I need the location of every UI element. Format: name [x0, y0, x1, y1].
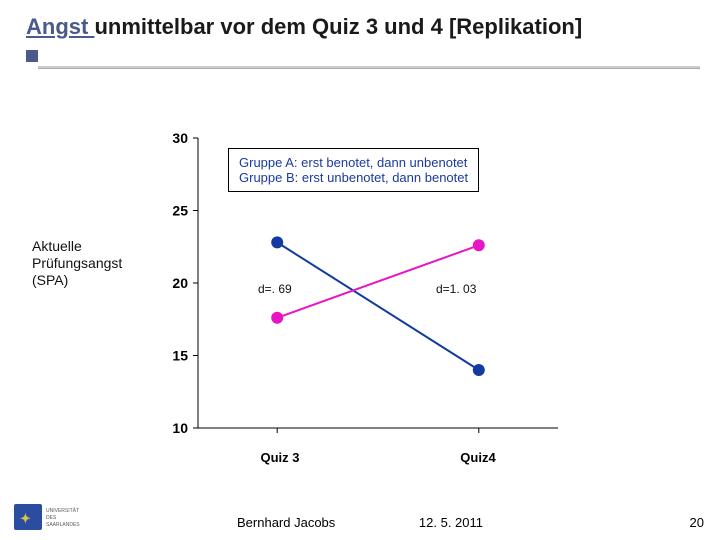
- legend-box: Gruppe A: erst benotet, dann unbenotet G…: [228, 148, 479, 192]
- y-axis-line1: Aktuelle: [32, 238, 122, 255]
- legend-line-a: Gruppe A: erst benotet, dann unbenotet: [239, 155, 468, 170]
- series-marker: [473, 364, 485, 376]
- d-label-left: d=. 69: [258, 282, 292, 296]
- d-label-right: d=1. 03: [436, 282, 476, 296]
- title-accent-square: [26, 50, 38, 62]
- logo-text-1: UNIVERSITÄT: [46, 507, 79, 514]
- series-marker: [473, 239, 485, 251]
- footer-author: Bernhard Jacobs: [237, 515, 335, 530]
- y-tick-label: 15: [172, 348, 188, 364]
- legend-line-b: Gruppe B: erst unbenotet, dann benotet: [239, 170, 468, 185]
- y-axis-line2: Prüfungsangst: [32, 255, 122, 272]
- x-category-left: Quiz 3: [240, 450, 320, 465]
- slide: Angst unmittelbar vor dem Quiz 3 und 4 […: [0, 0, 720, 540]
- y-tick-label: 30: [172, 130, 188, 146]
- y-tick-label: 10: [172, 420, 188, 436]
- series-marker: [271, 236, 283, 248]
- y-tick-label: 25: [172, 203, 188, 219]
- title-underlined: Angst: [26, 14, 94, 39]
- y-axis-line3: (SPA): [32, 272, 122, 289]
- series-marker: [271, 312, 283, 324]
- x-category-right: Quiz4: [438, 450, 518, 465]
- slide-number: 20: [690, 515, 704, 530]
- footer-date: 12. 5. 2011: [419, 515, 483, 530]
- title-rule: [38, 66, 700, 69]
- y-tick-label: 20: [172, 275, 188, 291]
- title-bar: Angst unmittelbar vor dem Quiz 3 und 4 […: [26, 14, 700, 40]
- y-axis-description: Aktuelle Prüfungsangst (SPA): [32, 238, 122, 288]
- title-rest: unmittelbar vor dem Quiz 3 und 4 [Replik…: [94, 14, 582, 39]
- slide-title: Angst unmittelbar vor dem Quiz 3 und 4 […: [26, 14, 700, 40]
- footer: ✦ UNIVERSITÄT DES SAARLANDES Bernhard Ja…: [0, 500, 720, 530]
- footer-center: Bernhard Jacobs 12. 5. 2011: [0, 515, 720, 530]
